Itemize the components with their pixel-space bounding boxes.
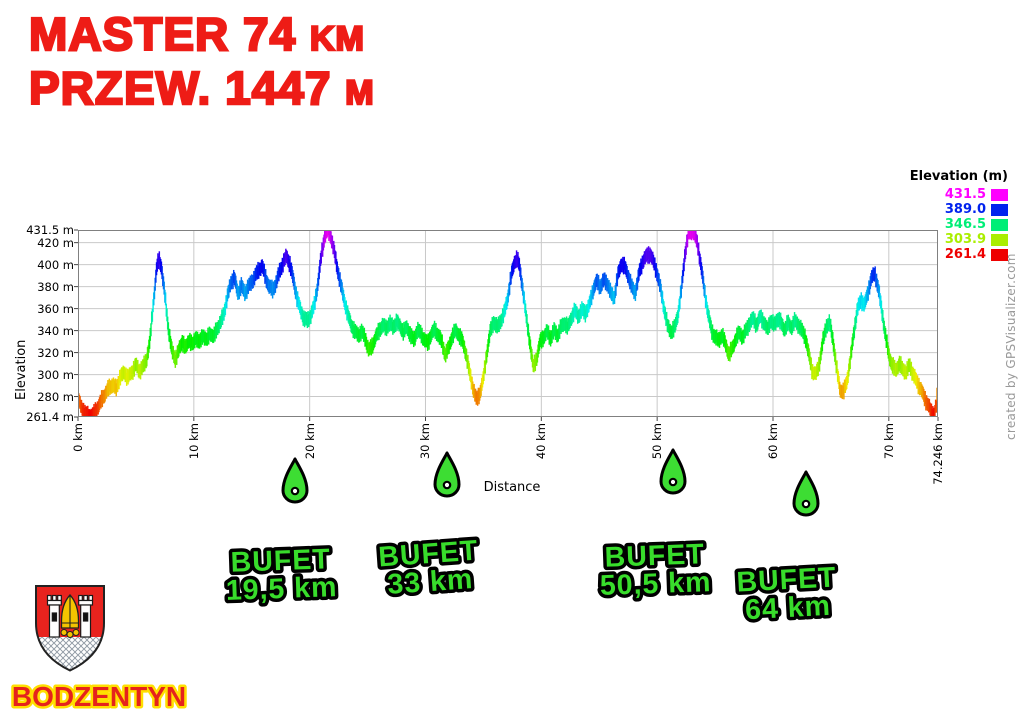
legend-entry: 303.9 (900, 232, 1008, 247)
axis-ticks (74, 229, 939, 421)
x-axis-title: Distance (483, 480, 541, 495)
y-tick-label: 420 m (37, 235, 74, 250)
y-tick-label: 300 m (37, 367, 74, 382)
elevation-profile (78, 230, 938, 417)
legend-swatch-icon (991, 248, 1008, 261)
legend-entry: 346.5 (900, 217, 1008, 232)
watermark: created by GPSVisualizer.com (1004, 253, 1018, 440)
bufet-marker-icon (792, 470, 820, 517)
bufet-distance-label: 50,5 km (599, 566, 712, 602)
y-tick-label: 261.4 m (26, 410, 74, 424)
bodzentyn-coat-of-arms-icon: BODZENTYN (9, 585, 189, 715)
bufet-label: BUFET (230, 543, 331, 578)
y-tick-label: 340 m (37, 323, 74, 338)
y-tick-label: 360 m (37, 301, 74, 316)
bufet-label: BUFET (736, 561, 838, 598)
race-title-unit: KM (309, 19, 365, 59)
shield-outline (35, 585, 105, 672)
plot-border (78, 230, 938, 417)
bufet-distance-label: 33 km (386, 563, 474, 601)
town-name: BODZENTYN (12, 681, 186, 712)
x-tick-label: 50 km (650, 423, 665, 460)
title-block: MASTER 74 KM PRZEW. 1447 M (28, 8, 375, 118)
elevation-gain-main: PRZEW. 1447 (28, 62, 332, 114)
legend-title: Elevation (m) (909, 169, 1008, 184)
bufet-markers (281, 448, 820, 517)
x-tick-label: 40 km (534, 423, 549, 460)
elevation-gain-unit: M (344, 73, 375, 113)
legend-value: 431.5 (944, 187, 986, 202)
legend-swatch-icon (991, 188, 1008, 201)
elevation-gain-title: PRZEW. 1447 M (28, 62, 375, 118)
legend-value: 346.5 (944, 217, 986, 232)
bufet-label: BUFET (604, 538, 705, 573)
legend-value: 303.9 (944, 232, 986, 247)
y-tick-label: 400 m (37, 257, 74, 272)
race-title-main: MASTER 74 (28, 8, 297, 60)
y-tick-label: 431.5 m (26, 223, 74, 237)
right-tower (78, 594, 94, 638)
plot-area (74, 229, 939, 421)
y-tick-label: 320 m (37, 345, 74, 360)
y-tick-label: 280 m (37, 389, 74, 404)
y-tick-label: 380 m (37, 279, 74, 294)
x-tick-label: 74.246 km (931, 423, 945, 485)
town-logo: BODZENTYN (0, 580, 200, 722)
x-tick-label: 70 km (881, 423, 896, 460)
x-tick-label: 30 km (418, 423, 433, 460)
legend-entries: 431.5 389.0 346.5 303.9 261.4 (900, 187, 1008, 262)
race-title: MASTER 74 KM (28, 8, 375, 64)
left-tower (46, 594, 62, 638)
legend-value: 389.0 (944, 202, 986, 217)
x-tick-label: 60 km (765, 423, 780, 460)
bishop-mitre (60, 594, 80, 638)
legend-swatch-icon (991, 218, 1008, 231)
legend-entry: 261.4 (900, 247, 1008, 262)
legend-entry: 389.0 (900, 202, 1008, 217)
legend-swatch-icon (991, 233, 1008, 246)
x-tick-label: 10 km (186, 423, 201, 460)
legend-swatch-icon (991, 203, 1008, 216)
bufet-marker-icon (281, 457, 309, 504)
x-tick-label: 20 km (302, 423, 317, 460)
x-tick-label: 0 km (71, 423, 85, 452)
legend-value: 261.4 (944, 247, 986, 262)
bufet-marker-icon (433, 451, 461, 498)
bufet-label: BUFET (377, 535, 479, 574)
bufet-distance-label: 64 km (744, 590, 831, 626)
bufet-distance-label: 19,5 km (225, 571, 338, 607)
gridlines (78, 230, 938, 417)
legend: Elevation (m) 431.5 389.0 346.5 303.9 261.4 (900, 169, 1008, 262)
bufet-marker-icon (659, 448, 687, 495)
legend-entry: 431.5 (900, 187, 1008, 202)
